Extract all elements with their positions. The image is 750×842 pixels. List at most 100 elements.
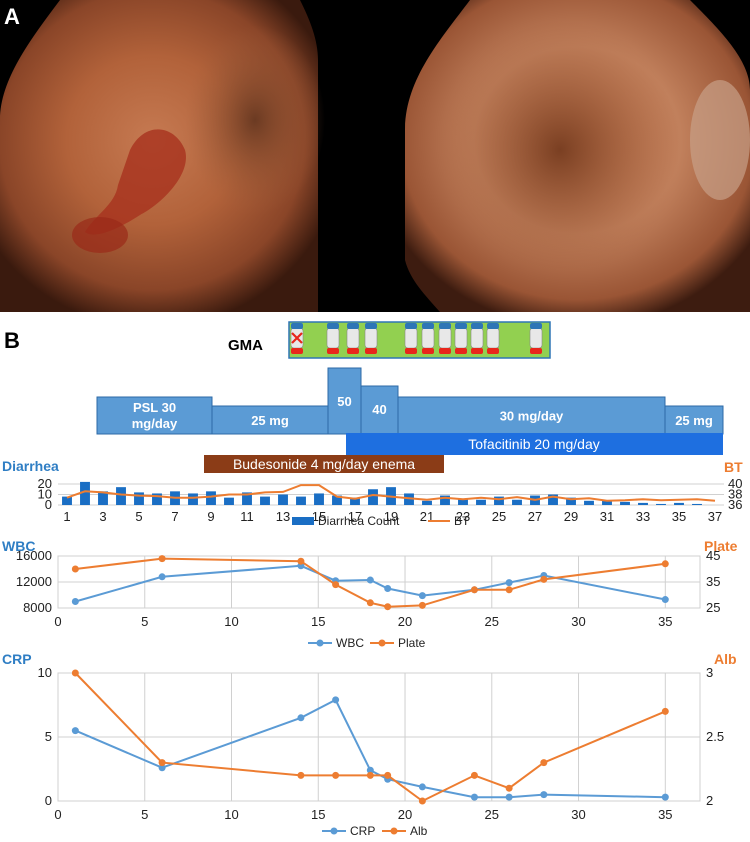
diarrhea-bar xyxy=(206,491,216,505)
chart3-legend: CRP Alb xyxy=(322,824,428,838)
gma-column-cap xyxy=(422,323,434,329)
panel-label-b: B xyxy=(4,328,20,353)
diarrhea-bar xyxy=(674,502,684,505)
budesonide-bar xyxy=(204,455,444,473)
diarrhea-bar xyxy=(62,496,72,505)
gma-column-base xyxy=(471,348,483,354)
chart3-x-tick-label: 25 xyxy=(485,807,499,822)
gma-column-cap xyxy=(455,323,467,329)
wbc-plate-chart: 8000 12000 16000 25 35 45 0 5 10 15 20 25 30 35 xyxy=(16,548,721,629)
alb-point xyxy=(505,784,513,792)
crp-point xyxy=(71,727,79,735)
chart2-x-tick-label: 15 xyxy=(311,614,325,629)
wbc-line xyxy=(75,564,666,603)
plate-point xyxy=(661,560,669,568)
gma-column-body xyxy=(438,327,452,349)
tofacitinib-bar xyxy=(346,433,723,455)
diarrhea-bar xyxy=(116,487,126,505)
chart1-x-tick-label: 17 xyxy=(348,509,362,524)
chart3-right-tick-label: 3 xyxy=(706,665,713,680)
crp-point xyxy=(661,793,669,801)
diarrhea-bar xyxy=(458,498,468,505)
chart1-right-tick-label: 38 xyxy=(728,487,742,502)
wbc-point xyxy=(384,585,392,592)
chart2-right-tick-label: 45 xyxy=(706,548,720,563)
gma-column-base xyxy=(530,348,542,354)
gma-column-base xyxy=(327,348,339,354)
diarrhea-bar xyxy=(548,494,558,505)
plate-point xyxy=(470,586,478,594)
plate-point xyxy=(332,581,340,589)
diarrhea-bar xyxy=(350,497,360,505)
gma-column-base xyxy=(365,348,377,354)
plate-point xyxy=(418,601,426,609)
chart1-x-tick-label: 27 xyxy=(528,509,542,524)
gma-column-cap xyxy=(365,323,377,329)
alb-point xyxy=(384,771,392,779)
chart1-x-tick-label: 19 xyxy=(384,509,398,524)
chart1-x-tick-label: 1 xyxy=(63,509,70,524)
chart2-right-tick-label: 25 xyxy=(706,600,720,615)
chart2-legend: WBC Plate xyxy=(308,636,426,650)
diarrhea-bar xyxy=(80,481,90,505)
chart1-right-tick-label: 36 xyxy=(728,497,742,512)
plate-point xyxy=(366,599,374,607)
diarrhea-bar xyxy=(422,500,432,505)
chart1-x-tick-label: 3 xyxy=(99,509,106,524)
gma-column-body xyxy=(346,327,360,349)
gma-column-body xyxy=(454,327,468,349)
psl-bar-label: mg/day xyxy=(132,416,178,431)
chart1-x-tick-label: 23 xyxy=(456,509,470,524)
chart2-x-tick-label: 5 xyxy=(141,614,148,629)
gma-column-base xyxy=(487,348,499,354)
diarrhea-bar xyxy=(296,496,306,505)
legend-swatch-diarrhea xyxy=(292,517,314,525)
plate-point xyxy=(158,555,166,563)
diarrhea-bar xyxy=(692,503,702,505)
diarrhea-bar xyxy=(242,492,252,505)
psl-bar xyxy=(211,405,329,435)
psl-bar-label: 25 mg xyxy=(251,413,289,428)
crp-point xyxy=(366,766,374,774)
alb-point xyxy=(540,759,548,767)
diarrhea-bar xyxy=(476,499,486,505)
alb-point xyxy=(332,771,340,779)
psl-bar-label: 40 xyxy=(372,402,386,417)
gma-column-cap xyxy=(439,323,451,329)
crp-point xyxy=(418,783,426,791)
diarrhea-bar xyxy=(188,493,198,505)
endoscopy-image-left xyxy=(0,0,325,312)
gma-column-body xyxy=(364,327,378,349)
gma-column-body xyxy=(404,327,418,349)
diarrhea-bar xyxy=(224,497,234,505)
crp-point xyxy=(470,793,478,801)
legend-label-alb: Alb xyxy=(410,824,428,838)
chart1-legend: Diarrhea Count BT xyxy=(292,514,470,528)
chart3-x-tick-label: 0 xyxy=(54,807,61,822)
chart1-left-tick-label: 10 xyxy=(38,487,52,502)
tofacitinib-label: Tofacitinib 20 mg/day xyxy=(468,436,600,452)
crp-point xyxy=(540,791,548,799)
chart3-left-tick-label: 0 xyxy=(45,793,52,808)
chart1-x-tick-label: 15 xyxy=(312,509,326,524)
alb-point xyxy=(297,771,305,779)
gma-column-body xyxy=(421,327,435,349)
budesonide-label: Budesonide 4 mg/day enema xyxy=(233,456,415,472)
psl-bar-label: PSL 30 xyxy=(133,400,176,415)
chart3-x-tick-label: 5 xyxy=(141,807,148,822)
chart3-x-tick-label: 15 xyxy=(311,807,325,822)
chart1-left-tick-label: 0 xyxy=(45,497,52,512)
diarrhea-bar xyxy=(260,496,270,505)
legend-label-plate: Plate xyxy=(398,636,426,650)
diarrhea-bar xyxy=(134,492,144,505)
chart1-x-tick-label: 31 xyxy=(600,509,614,524)
diarrhea-bar xyxy=(566,497,576,505)
gma-cancelled-mark xyxy=(291,332,303,344)
chart2-x-tick-label: 25 xyxy=(485,614,499,629)
plate-point xyxy=(297,557,305,565)
chart3-right-tick-label: 2 xyxy=(706,793,713,808)
chart3-right-tick-label: 2.5 xyxy=(706,729,724,744)
